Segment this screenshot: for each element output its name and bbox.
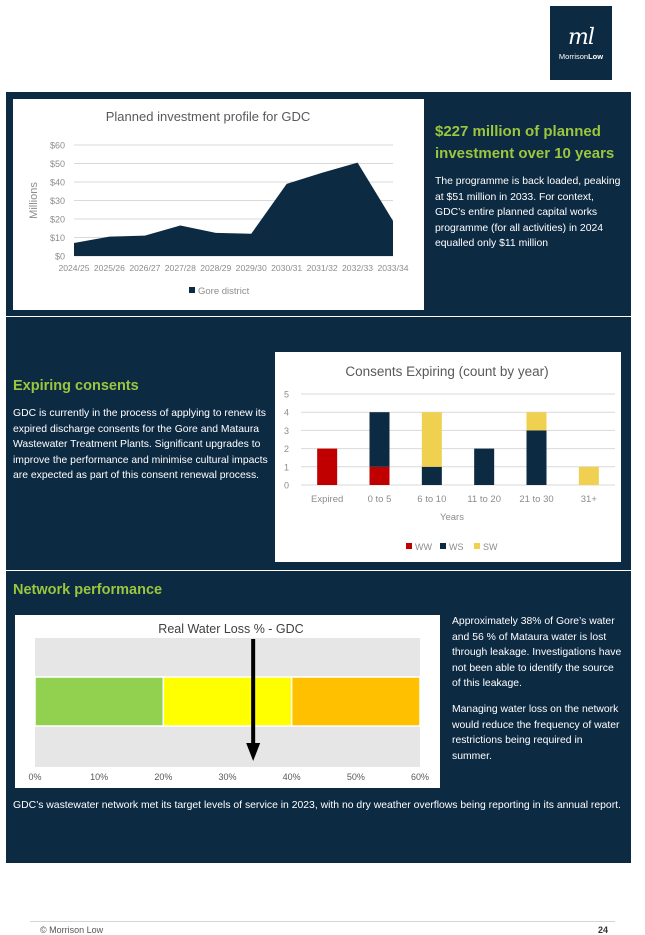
morrison-low-logo: ml MorrisonLow	[550, 6, 612, 80]
x-tick-label: 0%	[28, 772, 41, 782]
bar-segment-sw	[578, 466, 599, 485]
x-tick-label: Expired	[311, 494, 343, 505]
logo-brand-light: Morrison	[558, 51, 589, 61]
x-tick-label: 2032/33	[342, 263, 373, 273]
x-tick-label: 60%	[411, 772, 429, 782]
x-tick-label: 21 to 30	[519, 494, 553, 505]
page-number: 24	[598, 925, 609, 935]
x-tick-label: 30%	[218, 772, 236, 782]
legend-label: SW	[483, 542, 498, 552]
marker-arrow-head	[246, 743, 261, 761]
x-tick-label: 2029/30	[236, 263, 267, 273]
logo-brand-bold: Low	[588, 51, 604, 61]
y-tick-label: 1	[284, 462, 289, 472]
legend-label: WS	[449, 542, 464, 552]
logo-mark: ml	[568, 24, 595, 50]
legend-swatch	[189, 287, 195, 293]
x-tick-label: 10%	[90, 772, 108, 782]
chart-title: Consents Expiring (count by year)	[345, 364, 548, 379]
legend-swatch	[406, 543, 412, 549]
network-para-1: Approximately 38% of Gore’s water and 56…	[452, 616, 622, 690]
y-tick-label: 3	[284, 426, 289, 436]
chart-title: Planned investment profile for GDC	[106, 109, 310, 124]
legend-label: Gore district	[198, 286, 250, 297]
investment-heading: $227 million of planned investment over …	[435, 123, 615, 162]
x-tick-label: 31+	[581, 494, 598, 505]
bar-segment-ws	[369, 412, 390, 467]
x-tick-label: 0 to 5	[368, 494, 392, 505]
x-tick-label: 2028/29	[200, 263, 231, 273]
water-loss-chart-panel: Real Water Loss % - GDC 0% 10% 20% 30% 40% 50%…	[15, 615, 440, 788]
investment-chart: Planned investment profile for GDC $0 $10 $…	[28, 109, 409, 297]
network-para-2: Managing water loss on the network would…	[452, 704, 620, 762]
y-tick-label: $50	[50, 159, 65, 169]
water-loss-chart: Real Water Loss % - GDC 0% 10% 20% 30% 40% 50%…	[28, 622, 429, 782]
band-2	[162, 676, 293, 727]
consents-body: GDC is currently in the process of apply…	[13, 408, 268, 482]
y-tick-label: $60	[50, 141, 65, 151]
y-tick-label: 5	[284, 390, 289, 400]
consents-heading: Expiring consents	[13, 378, 139, 394]
bar-segment-ww	[369, 466, 390, 485]
logo-wordmark: MorrisonLow	[559, 52, 603, 61]
x-tick-label: 2025/26	[94, 263, 125, 273]
y-tick-label: $10	[50, 233, 65, 243]
x-tick-label: 20%	[154, 772, 172, 782]
legend-swatch	[474, 543, 480, 549]
consents-chart: Consents Expiring (count by year) 0 1 2 3 4 5 E…	[284, 364, 615, 552]
x-tick-label: 2030/31	[271, 263, 302, 273]
bar-segment-ws	[421, 466, 442, 485]
x-tick-label: 6 to 10	[417, 494, 446, 505]
x-tick-label: 2031/32	[307, 263, 338, 273]
legend-swatch	[440, 543, 446, 549]
investment-body: The programme is back loaded, peaking at…	[435, 176, 621, 250]
bar-segment-ws	[526, 430, 547, 485]
y-tick-label: 4	[284, 408, 289, 418]
bar-segment-ww	[317, 448, 338, 485]
x-axis-label: Years	[440, 512, 464, 523]
x-tick-label: 2033/34	[377, 263, 408, 273]
bar-segment-sw	[526, 412, 547, 431]
bar-segment-sw	[421, 412, 442, 467]
consents-chart-panel: Consents Expiring (count by year) 0 1 2 3 4 5 E…	[275, 352, 621, 562]
y-tick-label: $30	[50, 196, 65, 206]
y-tick-label: $40	[50, 178, 65, 188]
y-tick-label: $20	[50, 215, 65, 225]
x-tick-label: 2024/25	[58, 263, 89, 273]
series-area-gore-district	[74, 162, 393, 256]
y-tick-label: 2	[284, 444, 289, 454]
network-heading: Network performance	[13, 582, 163, 598]
y-tick-label: $0	[55, 252, 65, 262]
investment-chart-panel: Planned investment profile for GDC $0 $10 $…	[13, 99, 424, 310]
y-tick-label: 0	[284, 481, 289, 491]
band-3	[290, 676, 421, 727]
network-bottom-text: GDC’s wastewater network met its target …	[13, 800, 621, 811]
chart-title: Real Water Loss % - GDC	[158, 622, 303, 636]
legend-label: WW	[415, 542, 432, 552]
y-axis-label: Millions	[28, 182, 40, 219]
x-tick-label: 40%	[283, 772, 301, 782]
band-1	[34, 676, 165, 727]
x-tick-label: 11 to 20	[467, 494, 501, 505]
x-tick-label: 2027/28	[165, 263, 196, 273]
footer-copyright: © Morrison Low	[40, 925, 104, 935]
x-tick-label: 2026/27	[129, 263, 160, 273]
footer-divider	[30, 921, 615, 922]
bar-segment-ws	[474, 448, 495, 485]
x-tick-label: 50%	[347, 772, 365, 782]
